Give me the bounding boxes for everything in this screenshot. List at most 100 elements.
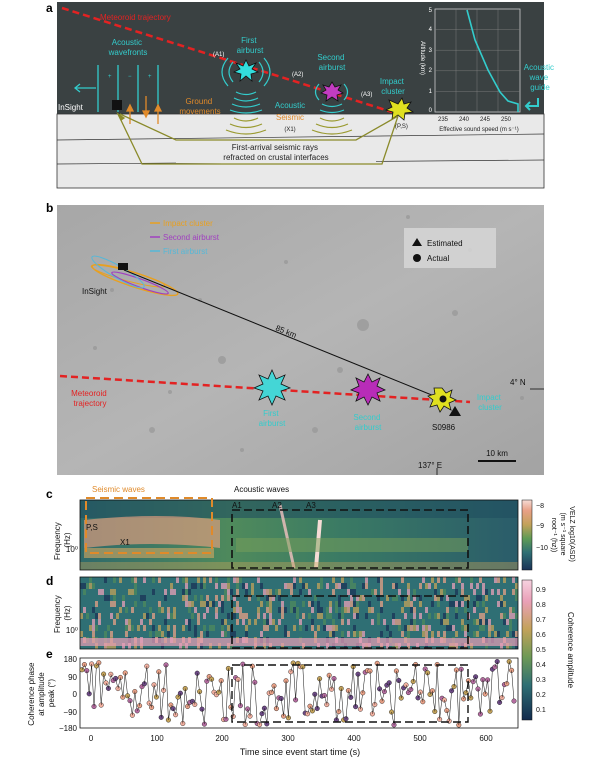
coherence-cell: [299, 619, 302, 625]
phase-xtick-0: 0: [89, 734, 94, 743]
legend-first-airburst: First airburst: [163, 247, 208, 256]
coherence-cell: [110, 601, 113, 607]
coherence-cell: [95, 601, 98, 607]
coherence-cell: [152, 577, 155, 583]
coherence-cell: [419, 613, 422, 619]
phase-connector: [242, 664, 246, 725]
phase-xticks: 0 100 200 300 400 500 600: [89, 734, 493, 743]
coherence-cell: [329, 625, 332, 631]
coherence-cell: [233, 577, 236, 583]
coherence-cell: [425, 631, 428, 637]
coherence-cell: [221, 607, 224, 613]
coherence-cell: [488, 625, 491, 631]
phase-connector: [249, 666, 253, 717]
coherence-cell: [137, 619, 140, 625]
coherence-cell: [323, 619, 326, 625]
second-airburst-star-icon: [320, 81, 344, 102]
coherence-cell: [401, 607, 404, 613]
coherence-cell: [506, 619, 509, 625]
map-first-airburst-icon: [252, 369, 292, 406]
coherence-cell: [80, 583, 83, 589]
coherence-cell: [203, 601, 206, 607]
phase-connector: [415, 664, 419, 698]
coherence-cell: [497, 589, 500, 595]
spectrogram-ylabel: Frequency (Hz): [53, 520, 72, 560]
coherence-cell: [422, 625, 425, 631]
coherence-cell: [443, 613, 446, 619]
inset-ytick-3: 3: [429, 48, 433, 54]
coherence-cell: [116, 583, 119, 589]
coherence-cell: [263, 589, 266, 595]
coherence-cell: [110, 613, 113, 619]
coherence-cell: [203, 583, 206, 589]
phase-connector: [326, 675, 330, 705]
coherence-cell: [260, 631, 263, 637]
coherence-cell: [293, 583, 296, 589]
coherence-cell: [431, 631, 434, 637]
coherence-cell: [251, 613, 254, 619]
coherence-cell: [281, 601, 284, 607]
coherence-cell: [221, 631, 224, 637]
coherence-cell: [152, 613, 155, 619]
seismic-waves-label: Seismic waves: [92, 485, 145, 494]
coherence-cell: [374, 589, 377, 595]
coherence-cell: [455, 577, 458, 583]
coherence-cell: [140, 619, 143, 625]
coherence-cell: [224, 589, 227, 595]
phase-connector: [264, 708, 268, 724]
coherence-cell: [227, 601, 230, 607]
coherence-cell: [224, 583, 227, 589]
coherence-cell: [479, 613, 482, 619]
coherence-cell: [170, 589, 173, 595]
coherence-cell: [152, 625, 155, 631]
panel-e-letter: e: [46, 647, 53, 661]
phase-connector: [350, 666, 354, 698]
coherence-cell: [335, 601, 338, 607]
coherence-cell: [437, 583, 440, 589]
coherence-cell: [266, 607, 269, 613]
coherence-cell: [353, 625, 356, 631]
coherence-cell: [191, 583, 194, 589]
coherence-cell: [350, 589, 353, 595]
coherence-cell: [89, 583, 92, 589]
coherence-cell: [452, 601, 455, 607]
coherence-cell: [236, 589, 239, 595]
coherence-cell: [320, 577, 323, 583]
inset-ytick-5: 5: [429, 8, 433, 14]
coherence-cell: [350, 595, 353, 601]
phase-connector: [165, 664, 169, 721]
coherence-cell: [380, 583, 383, 589]
phase-connector: [374, 663, 378, 705]
coherence-cell: [353, 631, 356, 637]
coherence-cell: [458, 601, 461, 607]
coherence-cell: [236, 577, 239, 583]
coherence-cell: [335, 613, 338, 619]
coherence-cell: [512, 631, 515, 637]
coherence-cell: [158, 619, 161, 625]
coherence-cell: [491, 589, 494, 595]
inset-ytick-1: 1: [429, 89, 433, 95]
waveguide-arrow-icon: [524, 98, 539, 111]
coherence-cell: [296, 613, 299, 619]
a3-phase-label: A3: [306, 501, 316, 510]
coherence-cell: [395, 595, 398, 601]
phase-connector: [182, 688, 186, 724]
phase-xtick-5: 500: [413, 734, 427, 743]
coherence-cell: [365, 613, 368, 619]
coherence-cell: [443, 589, 446, 595]
coherence-cell: [155, 595, 158, 601]
coherence-cell: [482, 589, 485, 595]
coherence-cell: [134, 589, 137, 595]
coherence-cell: [119, 577, 122, 583]
coherence-cell: [149, 607, 152, 613]
coherence-cell: [290, 589, 293, 595]
phase-connector: [333, 678, 337, 720]
coherence-cell: [437, 625, 440, 631]
phase-point: [125, 693, 131, 699]
phase-connector: [158, 671, 162, 718]
coherence-cell: [365, 577, 368, 583]
coherence-cell: [197, 589, 200, 595]
acoustic-wavefronts-label: Acoustic wavefronts: [108, 38, 148, 57]
coherence-cell: [341, 613, 344, 619]
phase-connector: [151, 684, 155, 708]
